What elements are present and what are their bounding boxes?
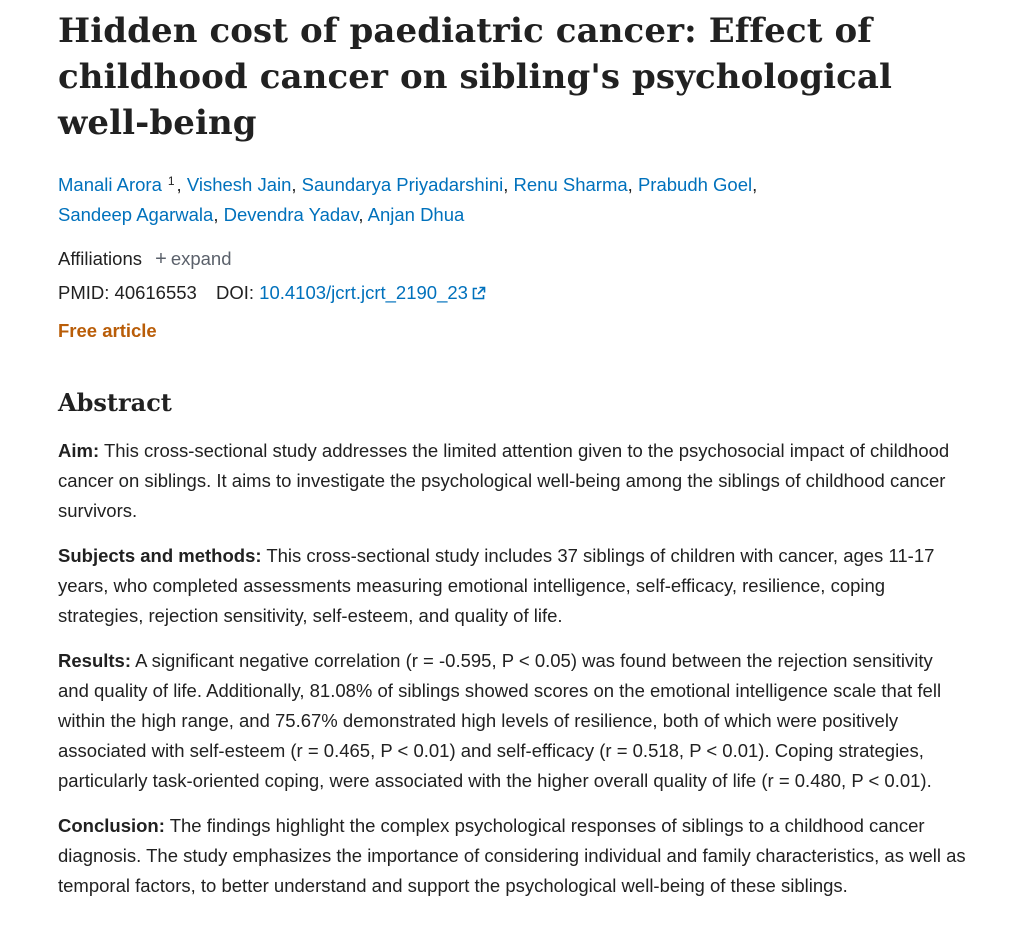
- abstract-heading: Abstract: [58, 388, 172, 417]
- doi-value: 10.4103/jcrt.jcrt_2190_23: [259, 282, 468, 303]
- free-article-badge: Free article: [58, 320, 157, 341]
- abstract-section-aim: Aim: This cross-sectional study addresse…: [58, 436, 968, 526]
- section-label: Aim:: [58, 440, 100, 461]
- pmid-value: 40616553: [114, 282, 197, 303]
- pmid-label: PMID:: [58, 282, 110, 303]
- author-link[interactable]: Renu Sharma: [513, 174, 628, 195]
- doi-label: DOI:: [215, 282, 255, 303]
- section-label: Results:: [58, 650, 131, 671]
- author-link[interactable]: Anjan Dhua: [367, 204, 465, 225]
- abstract-section-conclusion: Conclusion: The findings highlight the c…: [58, 811, 968, 901]
- author-link[interactable]: Devendra Yadav: [223, 204, 359, 225]
- author-link[interactable]: Sandeep Agarwala: [58, 204, 214, 225]
- section-label: Conclusion:: [58, 815, 165, 836]
- affiliations-row: Affiliations + expand: [58, 242, 968, 276]
- external-link-icon: [471, 278, 486, 312]
- section-text: A significant negative correlation (r = …: [58, 650, 942, 791]
- abstract-section-results: Results: A significant negative correlat…: [58, 646, 968, 796]
- affiliation-superscript[interactable]: 1: [167, 174, 175, 188]
- expand-label: expand: [170, 248, 232, 269]
- author-link[interactable]: Vishesh Jain: [186, 174, 292, 195]
- article-container: Hidden cost of paediatric cancer: Effect…: [58, 0, 968, 901]
- section-label: Subjects and methods:: [58, 545, 262, 566]
- section-text: The findings highlight the complex psych…: [58, 815, 966, 896]
- author-list: Manali Arora 1, Vishesh Jain, Saundarya P…: [58, 174, 758, 225]
- abstract-body: Aim: This cross-sectional study addresse…: [58, 436, 968, 901]
- expand-affiliations-button[interactable]: + expand: [155, 248, 232, 270]
- affiliations-label: Affiliations: [58, 248, 142, 269]
- plus-icon: +: [155, 248, 167, 270]
- author-link[interactable]: Manali Arora: [58, 174, 162, 195]
- abstract-section-methods: Subjects and methods: This cross-section…: [58, 541, 968, 631]
- identifiers-row: PMID: 40616553 DOI: 10.4103/jcrt.jcrt_21…: [58, 276, 968, 312]
- section-text: This cross-sectional study includes 37 s…: [58, 545, 935, 626]
- author-link[interactable]: Saundarya Priyadarshini: [301, 174, 504, 195]
- doi-link[interactable]: 10.4103/jcrt.jcrt_2190_23: [259, 282, 486, 303]
- article-title: Hidden cost of paediatric cancer: Effect…: [58, 11, 893, 143]
- section-text: This cross-sectional study addresses the…: [58, 440, 950, 521]
- author-link[interactable]: Prabudh Goel: [637, 174, 753, 195]
